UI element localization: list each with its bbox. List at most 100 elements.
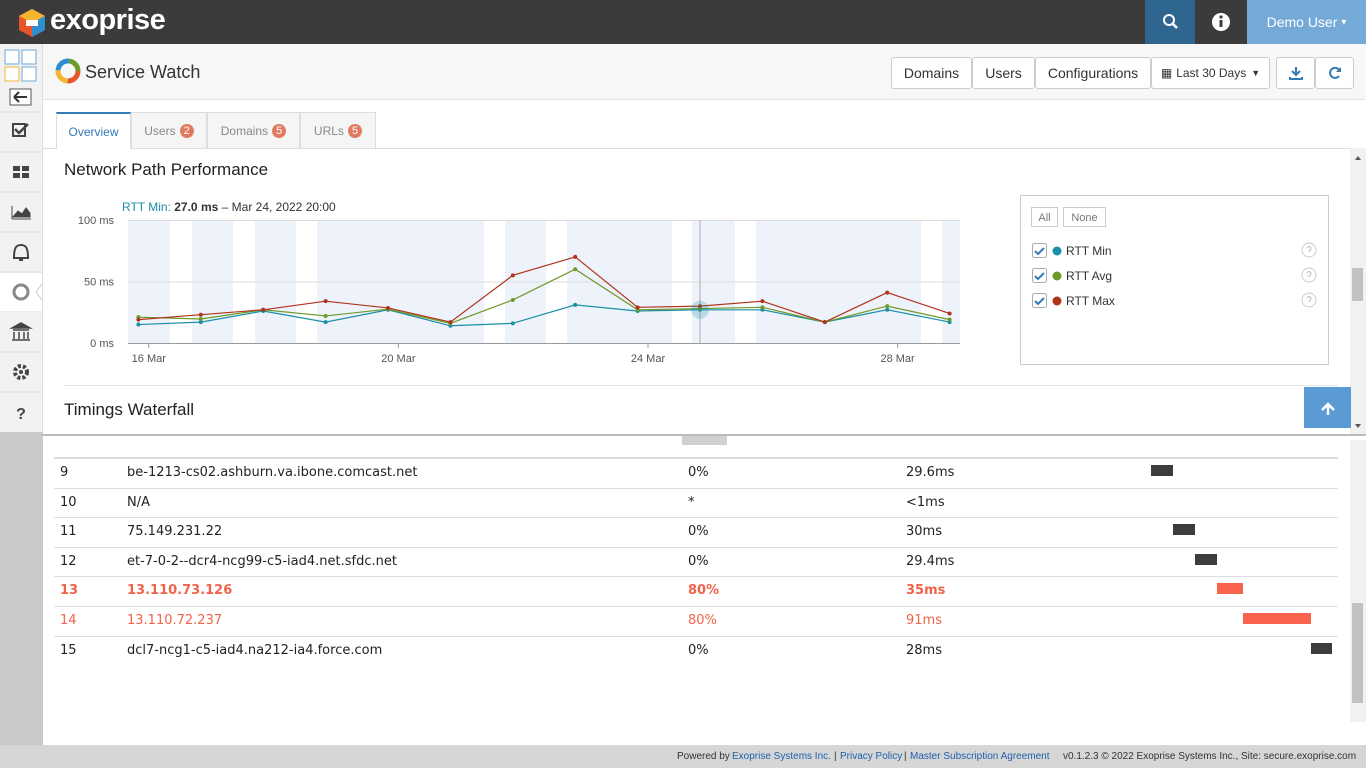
tab-badge: 5 [347, 123, 363, 138]
latency: 91ms [906, 613, 942, 628]
hop: 15 [60, 642, 77, 658]
footer-msa[interactable]: Master Subscription Agreement [910, 751, 1050, 762]
data-point [198, 320, 203, 325]
legend-button[interactable] [1063, 207, 1106, 227]
tooltip: RTT Min: 27.0 ms – Mar 24, 2022 20:00 [122, 200, 336, 214]
data-point [198, 312, 203, 317]
tab-badge: 2 [179, 123, 194, 138]
data-point [573, 267, 578, 272]
data-point [760, 299, 765, 304]
legend-help [1301, 242, 1317, 258]
legend-swatch [1052, 296, 1062, 306]
table-scrollbar [1350, 440, 1366, 722]
legend-swatch [1052, 246, 1062, 256]
hop: 10 [60, 494, 77, 510]
data-point [760, 305, 765, 310]
latency: 30ms [906, 524, 942, 540]
date-range[interactable]: ▦ Last 30 Days ▼ [1151, 57, 1270, 89]
loss: 0% [688, 465, 709, 480]
brand: exoprise [50, 4, 166, 36]
header-button[interactable]: Users [972, 57, 1035, 89]
data-point [510, 297, 515, 302]
legend-help-mark [1306, 246, 1312, 252]
data-point [947, 317, 952, 322]
tab[interactable]: Users 2 [131, 112, 207, 148]
host: et-7-0-2--dcr4-ncg99-c5-iad4.net.sfdc.ne… [127, 553, 397, 569]
latency: <1ms [906, 494, 945, 510]
host: 13.110.72.237 [127, 613, 223, 628]
data-point [573, 302, 578, 307]
waterfall-row: 14 13.110.72.237 80% 91ms [54, 606, 1338, 635]
host: N/A [127, 494, 150, 510]
waterfall-bar [1310, 642, 1332, 654]
waterfall-bar [1195, 553, 1218, 565]
y-tick-label: 0 ms [90, 338, 114, 350]
refresh-button[interactable] [1315, 57, 1354, 89]
tab[interactable]: URLs 5 [300, 112, 376, 148]
hop: 14 [60, 613, 77, 628]
series-line [138, 256, 950, 323]
data-point [573, 254, 578, 259]
data-point [510, 321, 515, 326]
user-menu[interactable]: Demo User ▾ [1247, 0, 1366, 44]
tooltip-label: RTT Min: [122, 200, 171, 214]
legend-swatch [1052, 271, 1062, 281]
tab-label: URLs [313, 123, 344, 138]
data-point [261, 307, 266, 312]
latency: 29.6ms [906, 465, 955, 480]
host: dcl7-ncg1-c5-iad4.na212-ia4.force.com [127, 642, 383, 658]
splitter[interactable] [42, 434, 1366, 436]
top-bar: exoprise Demo User ▾ [0, 0, 1366, 44]
legend-label: RTT Min [1066, 244, 1112, 258]
legend-check [1034, 247, 1045, 256]
x-tick-label: 20 Mar [381, 353, 416, 365]
legend-help-mark [1306, 271, 1312, 277]
search-button[interactable] [1145, 0, 1195, 44]
sidebar-filler [0, 432, 43, 745]
tooltip-value: 27.0 ms [174, 200, 218, 214]
waterfall-row: 9 be-1213-cs02.ashburn.va.ibone.comcast.n… [54, 458, 1338, 487]
download-button[interactable] [1276, 57, 1315, 89]
x-tick-label: 28 Mar [880, 353, 915, 365]
data-point [136, 322, 141, 327]
waterfall-row: 13 13.110.73.126 80% 35ms [54, 576, 1338, 605]
loss: 80% [688, 583, 720, 599]
footer-powered: Powered by [677, 751, 730, 762]
data-point [885, 290, 890, 295]
footer-company[interactable]: Exoprise Systems Inc. [732, 751, 831, 762]
waterfall-bar [1173, 524, 1196, 536]
legend-button[interactable] [1031, 207, 1058, 227]
footer-sep: | [904, 751, 907, 762]
waterfall-row: 15 dcl7-ncg1-c5-iad4.na212-ia4.force.com 0… [54, 635, 1338, 665]
header-button[interactable]: Configurations [1035, 57, 1151, 89]
y-tick-label: 50 ms [84, 277, 114, 289]
data-point [635, 305, 640, 310]
service-watch-icon [55, 58, 81, 84]
legend-button-label: None [1071, 212, 1097, 224]
legend-checkbox[interactable] [1032, 243, 1047, 258]
sidebar: ? [0, 44, 43, 432]
series-line [138, 268, 950, 324]
hop: 13 [60, 583, 79, 599]
help-icon[interactable]: ? [16, 406, 26, 423]
legend-help [1301, 267, 1317, 283]
info-button[interactable] [1196, 0, 1246, 44]
legend-button-label: All [1038, 212, 1050, 224]
page-header [43, 44, 1366, 100]
legend-checkbox[interactable] [1032, 293, 1047, 308]
host: be-1213-cs02.ashburn.va.ibone.comcast.ne… [127, 465, 418, 480]
data-point [885, 304, 890, 309]
header-button[interactable]: Domains [891, 57, 972, 89]
footer-privacy[interactable]: Privacy Policy [840, 751, 903, 762]
tab[interactable]: Overview [56, 112, 131, 149]
data-point [386, 305, 390, 310]
user-name: Demo User [1266, 14, 1338, 30]
tab-label: Users [144, 123, 176, 138]
splitter-handle[interactable] [682, 436, 727, 445]
tab[interactable]: Domains 5 [207, 112, 300, 148]
data-point [136, 317, 141, 322]
x-tick-label: 16 Mar [132, 353, 167, 365]
legend-checkbox[interactable] [1032, 268, 1047, 283]
host: 75.149.231.22 [127, 524, 223, 540]
